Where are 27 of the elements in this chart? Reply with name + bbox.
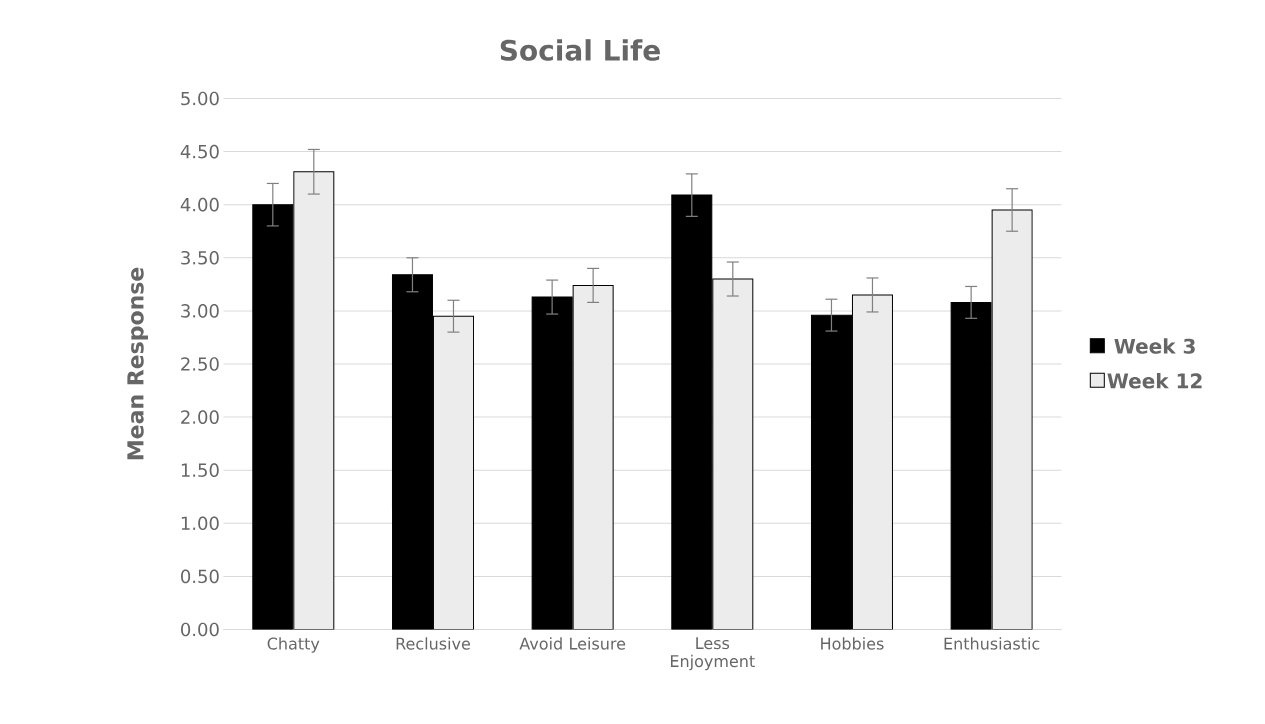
chart-title: Social Life <box>500 39 660 61</box>
y-tick-label: 0.50 <box>181 569 219 584</box>
y-tick-label: 2.00 <box>181 410 219 424</box>
y-tick-label: 2.50 <box>181 357 219 371</box>
y-tick-label: 3.50 <box>181 250 219 265</box>
x-tick-label: Reclusive <box>396 637 470 650</box>
y-tick-label: 0.00 <box>181 622 219 637</box>
bar <box>991 209 1033 630</box>
bar <box>851 294 893 630</box>
bar <box>432 315 474 630</box>
x-tick-label: Enthusiastic <box>944 637 1040 650</box>
y-tick-label: 1.00 <box>181 516 219 531</box>
legend-label: Week 3 <box>1114 338 1195 354</box>
legend-label: Week 12 <box>1107 372 1202 389</box>
x-tick-label: Hobbies <box>821 637 884 650</box>
y-tick-label: 1.50 <box>181 463 219 477</box>
y-axis-title: Mean Response <box>127 267 148 460</box>
bar <box>293 171 335 630</box>
y-tick-label: 4.00 <box>180 197 219 212</box>
x-tick-label: Avoid Leisure <box>519 637 626 650</box>
y-tick-label: 5.00 <box>181 91 219 106</box>
bar <box>572 284 614 630</box>
x-tick-label: Less Enjoyment <box>670 637 755 671</box>
x-tick-label: Chatty <box>267 637 320 653</box>
y-tick-label: 4.50 <box>180 144 219 159</box>
y-tick-label: 3.00 <box>181 304 219 318</box>
bar <box>712 278 754 630</box>
